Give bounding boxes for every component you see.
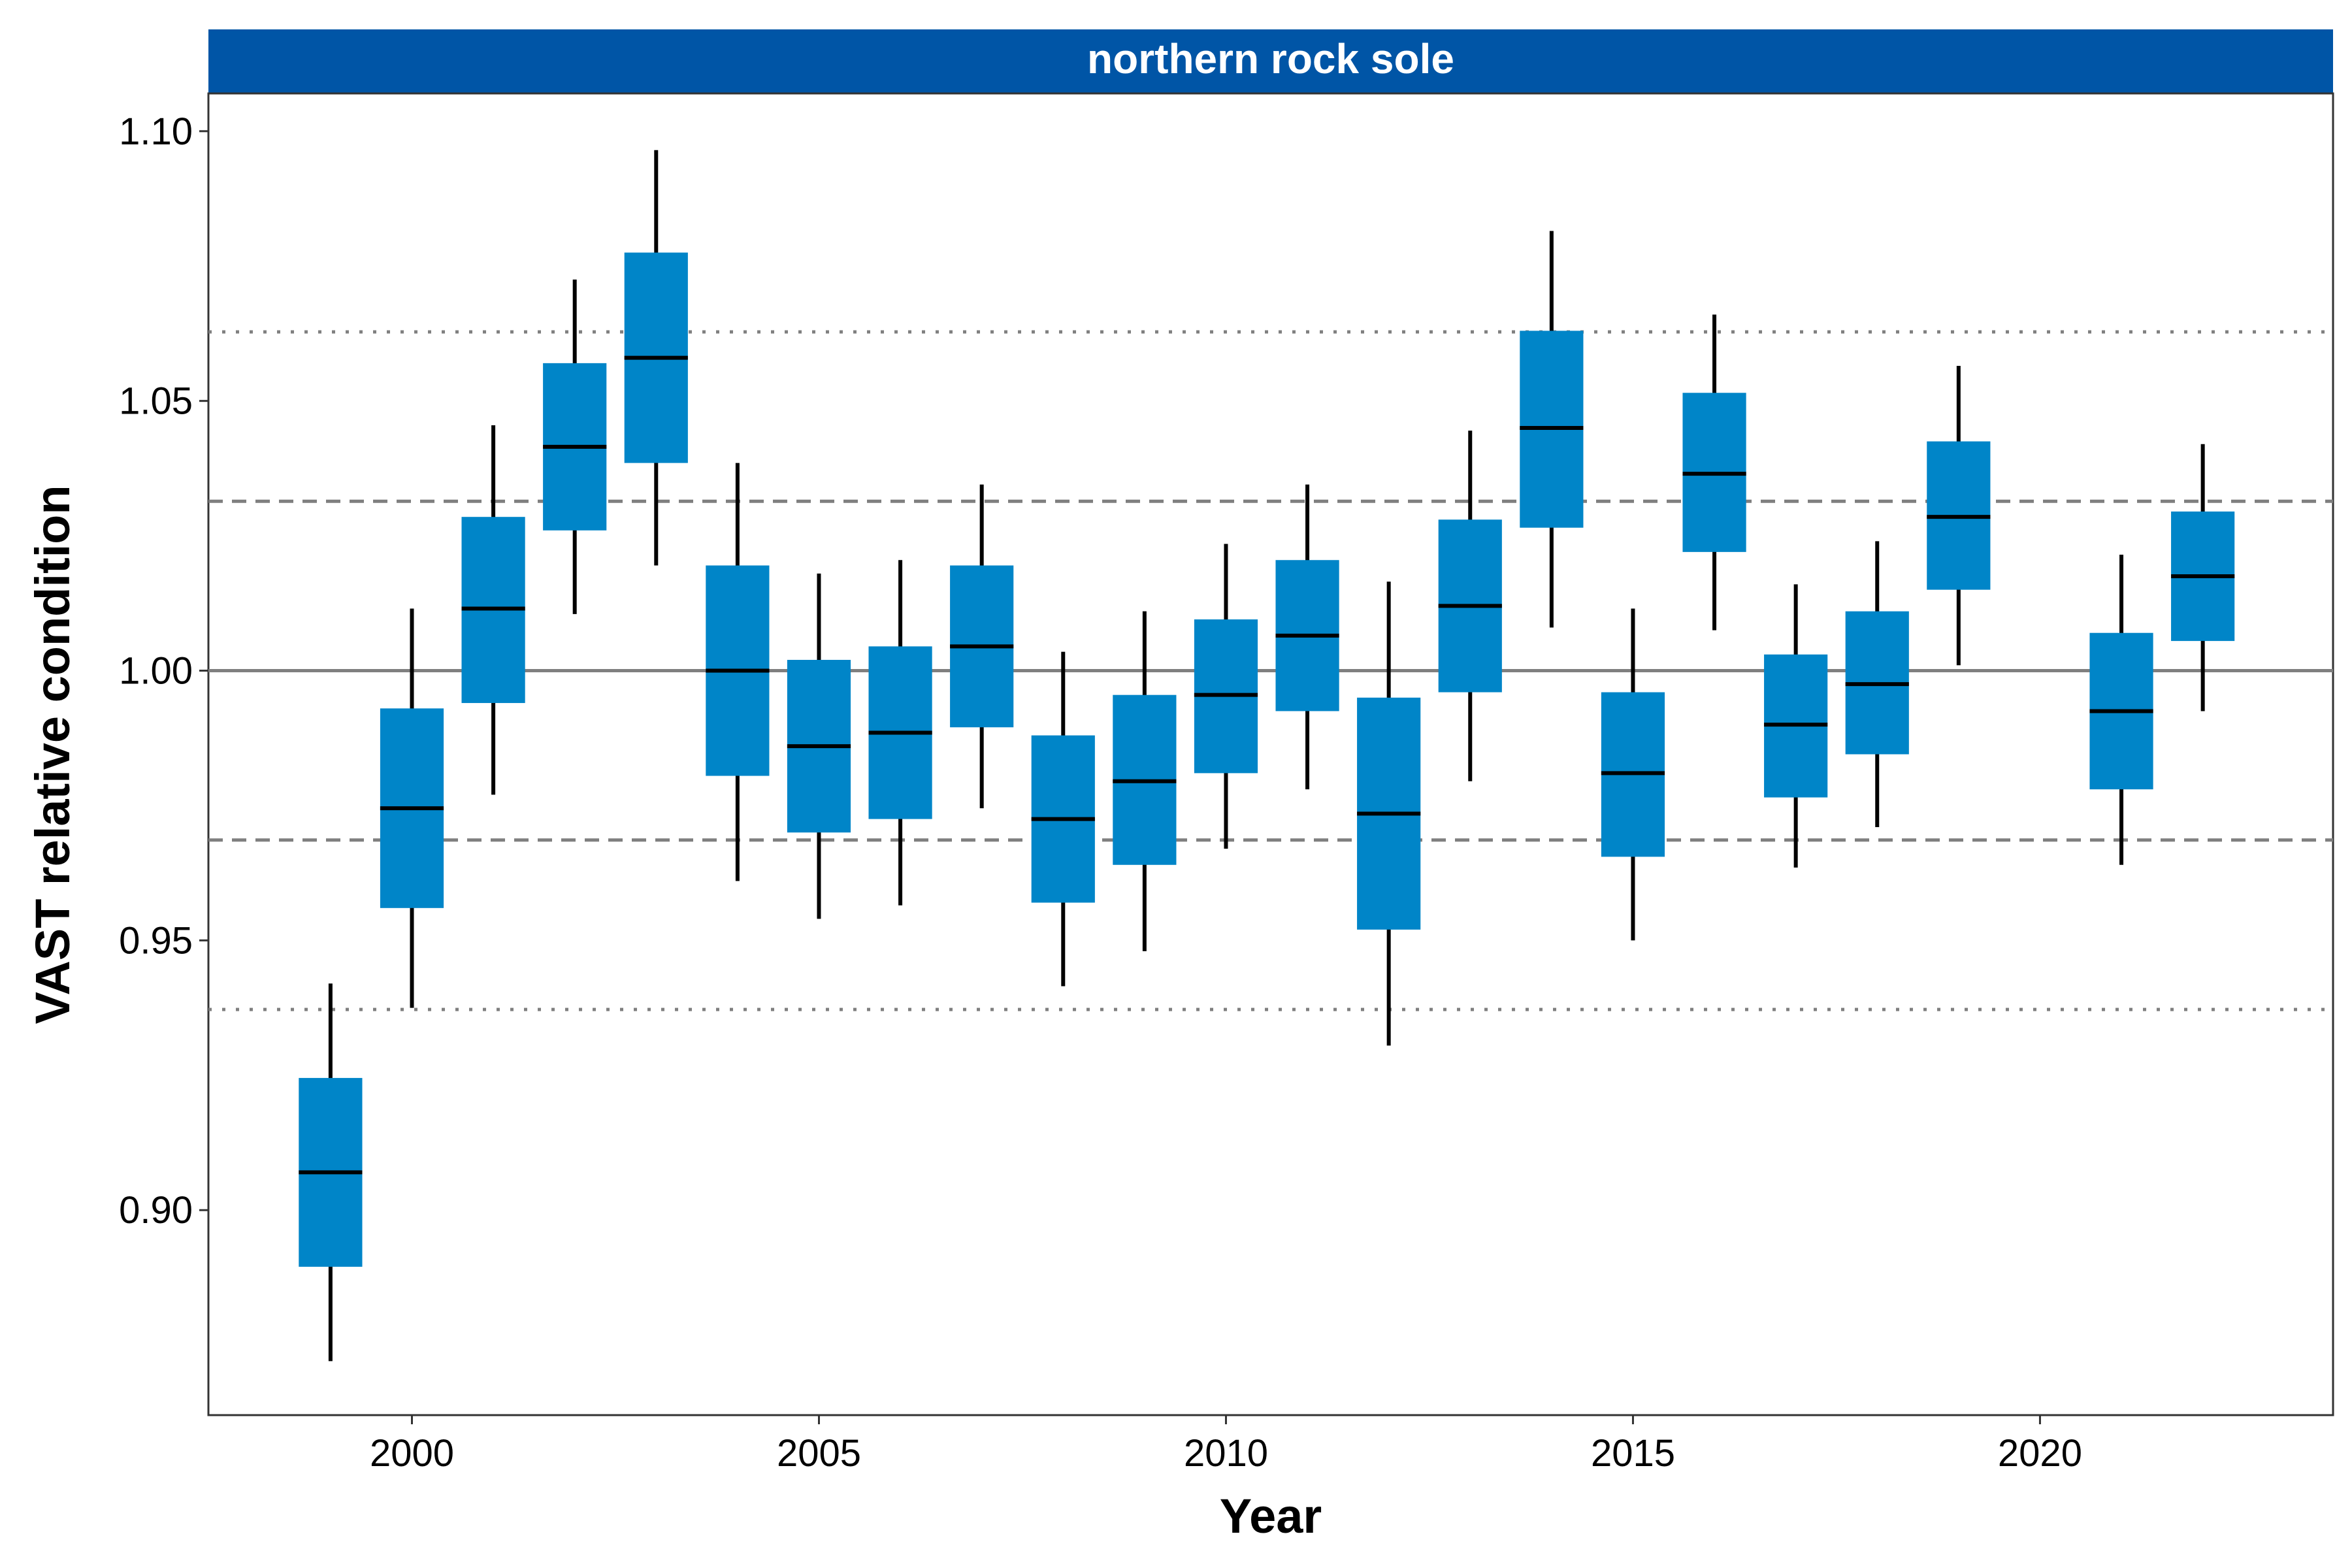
y-tick-label: 1.10 [119,110,193,153]
panel-title: northern rock sole [1087,35,1454,82]
x-tick-label: 2015 [1591,1432,1675,1475]
x-tick-label: 2020 [1998,1432,2082,1475]
x-axis: 2000 2005 2010 2015 2020 [370,1415,2082,1475]
y-tick-label: 0.95 [119,919,193,962]
medians [299,355,2235,1175]
x-tick-label: 2005 [777,1432,861,1475]
y-axis-title: VAST relative condition [25,485,80,1024]
y-axis: 0.90 0.95 1.00 1.05 1.10 [119,110,208,1232]
y-tick-label: 0.90 [119,1189,193,1232]
x-tick-label: 2000 [370,1432,454,1475]
x-tick-label: 2010 [1184,1432,1268,1475]
y-tick-label: 1.05 [119,380,193,423]
y-tick-label: 1.00 [119,650,193,693]
panel-strip [208,29,2333,93]
plot-panel [207,92,2334,1416]
x-axis-title: Year [1220,1489,1322,1543]
